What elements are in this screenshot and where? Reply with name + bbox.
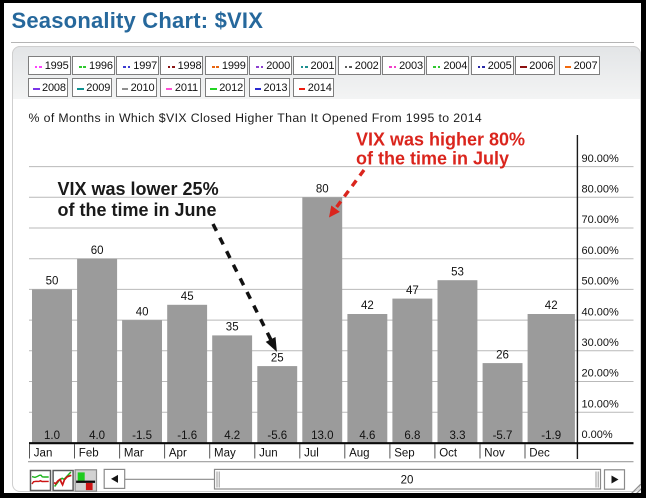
svg-text:3.3: 3.3 [450,430,466,442]
svg-text:4.6: 4.6 [359,430,375,442]
svg-text:4.2: 4.2 [224,430,240,442]
svg-text:Oct: Oct [439,448,458,460]
svg-text:Jan: Jan [34,448,53,460]
svg-text:VIX was higher 80%: VIX was higher 80% [356,130,525,150]
svg-text:1.0: 1.0 [44,430,60,442]
svg-text:Mar: Mar [124,448,144,460]
svg-text:80.00%: 80.00% [582,184,620,196]
svg-text:42: 42 [545,300,558,312]
svg-text:-1.6: -1.6 [177,430,197,442]
svg-text:of the time in June: of the time in June [58,200,217,220]
svg-text:42: 42 [361,300,374,312]
svg-text:35: 35 [226,322,239,334]
svg-text:-5.6: -5.6 [267,430,287,442]
svg-text:90.00%: 90.00% [582,153,620,165]
svg-text:10.00%: 10.00% [582,398,620,410]
svg-text:25: 25 [271,352,284,364]
svg-text:-5.7: -5.7 [493,430,513,442]
svg-text:Feb: Feb [79,448,99,460]
svg-text:Aug: Aug [349,448,369,460]
svg-text:80: 80 [316,184,329,196]
svg-text:50.00%: 50.00% [582,276,620,288]
svg-text:-1.9: -1.9 [541,430,561,442]
svg-text:-1.5: -1.5 [132,430,152,442]
svg-text:50: 50 [46,276,59,288]
svg-text:Sep: Sep [394,448,414,460]
svg-text:Dec: Dec [529,448,550,460]
svg-text:6.8: 6.8 [404,430,420,442]
svg-text:May: May [214,448,236,460]
svg-text:53: 53 [451,266,464,278]
svg-text:70.00%: 70.00% [582,214,620,226]
svg-text:26: 26 [496,349,509,361]
svg-text:47: 47 [406,285,419,297]
svg-text:13.0: 13.0 [311,430,333,442]
svg-text:20.00%: 20.00% [582,368,620,380]
svg-text:4.0: 4.0 [89,430,105,442]
svg-text:of the time in July: of the time in July [356,148,509,168]
svg-text:Apr: Apr [169,448,187,460]
svg-text:60.00%: 60.00% [582,245,620,257]
svg-text:Nov: Nov [484,448,505,460]
svg-text:40: 40 [136,306,149,318]
svg-text:Jun: Jun [259,448,278,460]
svg-text:20: 20 [401,474,414,486]
svg-text:40.00%: 40.00% [582,306,620,318]
svg-text:0.00%: 0.00% [582,429,613,441]
svg-text:Jul: Jul [304,448,319,460]
svg-text:VIX was lower 25%: VIX was lower 25% [58,179,219,199]
svg-text:45: 45 [181,291,194,303]
svg-text:60: 60 [91,245,104,257]
svg-text:30.00%: 30.00% [582,337,620,349]
